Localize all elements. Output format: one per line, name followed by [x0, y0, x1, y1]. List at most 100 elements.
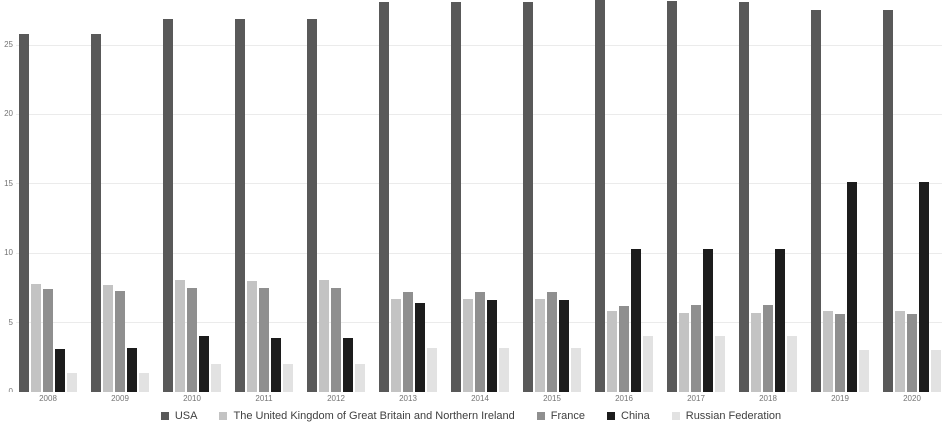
- bar-2009-russian-federation: [139, 373, 149, 392]
- bar-2016-china: [631, 249, 641, 392]
- x-tick-label-2009: 2009: [111, 394, 129, 403]
- bar-2019-usa: [811, 10, 821, 392]
- bar-2012-russian-federation: [355, 364, 365, 392]
- bar-2019-russian-federation: [859, 350, 869, 392]
- bar-2020-the-united-kingdom-of-great-britain-and-northern-ireland: [895, 311, 905, 392]
- bar-2014-usa: [451, 2, 461, 392]
- x-tick-label-2020: 2020: [903, 394, 921, 403]
- legend-label: USA: [174, 410, 198, 422]
- bar-2019-the-united-kingdom-of-great-britain-and-northern-ireland: [823, 311, 833, 392]
- bar-2016-usa: [595, 0, 605, 392]
- bar-2012-france: [331, 288, 341, 392]
- bar-2017-china: [703, 249, 713, 392]
- bar-group-2009: [91, 34, 149, 392]
- legend-item-russian-federation: Russian Federation: [671, 410, 781, 422]
- legend-marker-icon: [160, 412, 169, 420]
- bar-2008-china: [55, 349, 65, 392]
- x-tick-label-2012: 2012: [327, 394, 345, 403]
- legend-item-usa: USA: [160, 410, 198, 422]
- bar-2010-the-united-kingdom-of-great-britain-and-northern-ireland: [175, 280, 185, 392]
- legend-item-france: France: [536, 410, 585, 422]
- x-tick-label-2011: 2011: [255, 394, 273, 403]
- bar-2015-china: [559, 300, 569, 392]
- bar-2018-the-united-kingdom-of-great-britain-and-northern-ireland: [751, 313, 761, 392]
- bar-2010-china: [199, 336, 209, 392]
- bar-group-2013: [379, 2, 437, 392]
- gridline-y15: [16, 183, 942, 185]
- bar-group-2017: [667, 1, 725, 392]
- bar-2013-usa: [379, 2, 389, 392]
- bar-2008-france: [43, 289, 53, 392]
- x-tick-label-2018: 2018: [759, 394, 777, 403]
- bar-2018-russian-federation: [787, 336, 797, 392]
- bar-2014-russian-federation: [499, 348, 509, 392]
- y-tick-label: 5: [8, 317, 13, 327]
- bar-2013-the-united-kingdom-of-great-britain-and-northern-ireland: [391, 299, 401, 392]
- bar-2010-usa: [163, 19, 173, 392]
- legend-marker-icon: [536, 412, 545, 420]
- legend-label: France: [550, 410, 585, 422]
- bar-2020-china: [919, 182, 929, 392]
- bar-2008-the-united-kingdom-of-great-britain-and-northern-ireland: [31, 284, 41, 392]
- x-tick-label-2013: 2013: [399, 394, 417, 403]
- bar-2008-usa: [19, 34, 29, 392]
- legend-marker-icon: [671, 412, 680, 420]
- x-tick-label-2017: 2017: [687, 394, 705, 403]
- legend-marker-icon: [219, 412, 228, 420]
- y-tick-label: 0: [8, 387, 13, 393]
- bar-2017-russian-federation: [715, 336, 725, 392]
- bar-2009-france: [115, 291, 125, 392]
- plot-area: 0 5 10 15 20 25: [4, 0, 942, 393]
- bar-group-2016: [595, 0, 653, 392]
- bar-2011-the-united-kingdom-of-great-britain-and-northern-ireland: [247, 281, 257, 392]
- bar-2019-china: [847, 182, 857, 392]
- x-tick-label-2019: 2019: [831, 394, 849, 403]
- bar-group-2014: [451, 2, 509, 392]
- chart-legend: USA The United Kingdom of Great Britain a…: [0, 408, 942, 424]
- bar-2009-usa: [91, 34, 101, 392]
- bar-group-2011: [235, 19, 293, 392]
- bar-2017-the-united-kingdom-of-great-britain-and-northern-ireland: [679, 313, 689, 392]
- bar-2014-the-united-kingdom-of-great-britain-and-northern-ireland: [463, 299, 473, 392]
- gridline-y25: [16, 44, 942, 46]
- bar-group-2020: [883, 10, 941, 392]
- bar-2020-france: [907, 314, 917, 392]
- bar-2014-china: [487, 300, 497, 392]
- bar-2016-france: [619, 306, 629, 392]
- bar-group-2019: [811, 10, 869, 392]
- bar-2009-the-united-kingdom-of-great-britain-and-northern-ireland: [103, 285, 113, 392]
- bar-group-2010: [163, 19, 221, 392]
- bar-2020-usa: [883, 10, 893, 392]
- bar-2019-france: [835, 314, 845, 392]
- gridline-y20: [16, 113, 942, 115]
- legend-label: China: [621, 410, 650, 422]
- legend-item-china: China: [607, 410, 650, 422]
- bar-group-2008: [19, 34, 77, 392]
- bar-2015-russian-federation: [571, 348, 581, 392]
- bar-2017-usa: [667, 1, 677, 392]
- legend-label: The United Kingdom of Great Britain and …: [233, 410, 515, 422]
- legend-marker-icon: [607, 412, 615, 420]
- bar-2008-russian-federation: [67, 373, 77, 392]
- bar-group-2018: [739, 2, 797, 392]
- x-tick-label-2008: 2008: [39, 394, 57, 403]
- bar-2018-france: [763, 305, 773, 392]
- bar-2016-russian-federation: [643, 336, 653, 392]
- bar-2015-france: [547, 292, 557, 392]
- bar-2013-france: [403, 292, 413, 392]
- bar-2015-the-united-kingdom-of-great-britain-and-northern-ireland: [535, 299, 545, 392]
- bar-2013-russian-federation: [427, 348, 437, 392]
- y-tick-label: 20: [4, 109, 13, 119]
- gridline-y10: [16, 252, 942, 254]
- bar-2017-france: [691, 305, 701, 392]
- bar-group-2015: [523, 2, 581, 392]
- bar-2015-usa: [523, 2, 533, 392]
- bar-2011-china: [271, 338, 281, 392]
- bar-2018-usa: [739, 2, 749, 392]
- x-tick-label-2010: 2010: [183, 394, 201, 403]
- y-tick-label: 10: [4, 248, 13, 258]
- bar-2012-china: [343, 338, 353, 392]
- bar-2011-france: [259, 288, 269, 392]
- bar-2014-france: [475, 292, 485, 392]
